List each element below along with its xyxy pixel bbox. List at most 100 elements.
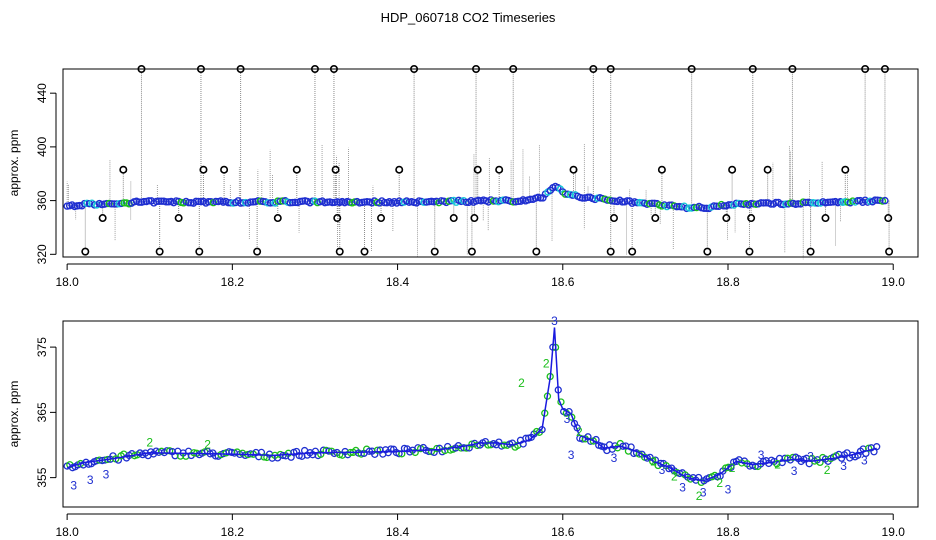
bottom-data-point [519,440,527,448]
top-outlier-point [310,65,319,74]
bottom-flag-marker: 3 [70,478,77,492]
top-outlier-point [449,214,458,223]
top-outlier-point [377,214,386,223]
top-data-point [226,199,235,207]
bottom-y-tick-label: 365 [35,402,49,422]
top-data-point [152,197,161,206]
bottom-flag-marker: 3 [611,451,618,465]
bottom-flag-marker: 2 [696,489,703,503]
top-outlier-point [253,247,262,256]
top-data-point [762,199,770,207]
top-outlier-point [748,65,757,74]
top-data-point [192,197,200,206]
top-data-point [665,201,674,209]
top-data-point [246,198,255,206]
bottom-flag-marker: 3 [791,464,798,478]
top-data-point [881,196,889,205]
bottom-flag-marker: 2 [729,461,736,475]
top-outlier-point [687,65,696,74]
top-data-point [103,199,111,208]
bottom-data-point [873,443,881,451]
bottom-flag-marker: 2 [518,376,525,390]
bottom-flag-marker: 2 [671,469,678,483]
bottom-flag-marker: 2 [576,425,583,439]
top-outlier-point [199,165,208,174]
top-outlier-point [885,247,894,256]
top-data-point [871,196,879,204]
top-data-point [720,202,728,210]
top-data-point [420,198,428,206]
top-data-point [112,200,121,208]
top-outlier-point [333,214,342,223]
bottom-flag-marker: 2 [204,437,211,451]
top-outlier-point [273,214,282,223]
bottom-flag-marker: 2 [146,435,153,449]
top-outlier-point [220,165,229,174]
top-outlier-point [360,247,369,256]
top-outlier-point [329,65,338,74]
bottom-flag-marker: 3 [725,482,732,496]
top-data-point [489,197,498,205]
top-y-tick-label: 400 [35,137,49,157]
top-outlier-point [495,165,504,174]
top-outlier-point [410,65,419,74]
bottom-flag-marker: 3 [659,463,666,477]
top-data-point [824,198,832,206]
bottom-flag-marker: 3 [700,486,707,500]
top-outlier-point [174,214,183,223]
top-outlier-point [569,165,578,174]
top-outlier-point [657,165,666,174]
top-data-point [155,197,163,205]
top-data-point [120,199,128,207]
bottom-series-line [66,327,877,482]
top-data-point [80,199,89,208]
top-outlier-point [788,65,797,74]
bottom-flag-marker: 3 [861,454,868,468]
top-outlier-point [509,65,518,74]
top-data-point [328,198,337,207]
top-outlier-point [335,247,344,256]
top-data-point [690,203,698,212]
top-data-point [286,199,294,207]
top-data-point [732,199,740,208]
bottom-x-tick-label: 19.0 [882,525,906,539]
top-y-axis-label: approx. ppm [7,130,21,197]
top-data-point [777,200,785,208]
top-outlier-point [821,214,830,223]
bottom-x-tick-label: 18.2 [221,525,245,539]
bottom-flag-marker: 3 [807,450,814,464]
top-outlier-point [806,247,815,256]
top-outlier-point [467,247,476,256]
bottom-data-point [864,444,873,452]
top-data-point [633,199,641,207]
top-data-point [700,204,708,213]
top-outlier-point [606,247,615,256]
bottom-flag-marker: 3 [564,412,571,426]
top-x-tick-label: 18.8 [716,275,740,289]
top-data-point [308,197,317,205]
bottom-y-tick-label: 355 [35,467,49,487]
top-x-tick-label: 18.4 [386,275,410,289]
top-data-point [288,198,297,207]
top-outlier-point [763,165,772,174]
bottom-y-tick-label: 375 [35,337,49,357]
top-outlier-point [81,247,90,256]
bottom-flag-marker: 3 [568,448,575,462]
top-data-point [135,198,143,206]
bottom-y-axis-label: approx. ppm [7,381,21,448]
top-data-point [256,197,265,205]
top-data-point [608,197,617,205]
top-data-point [578,194,587,202]
top-outlier-point [195,247,204,256]
top-data-point [618,198,626,206]
bottom-flag-marker: 2 [543,356,550,370]
top-data-point [140,197,148,206]
top-data-point [725,201,733,209]
top-data-point [685,204,693,212]
top-data-point [380,198,389,207]
bottom-x-tick-label: 18.0 [55,525,79,539]
top-outlier-point [703,247,712,256]
bottom-flag-marker: 3 [758,448,765,462]
bottom-flag-marker: 2 [650,454,657,468]
